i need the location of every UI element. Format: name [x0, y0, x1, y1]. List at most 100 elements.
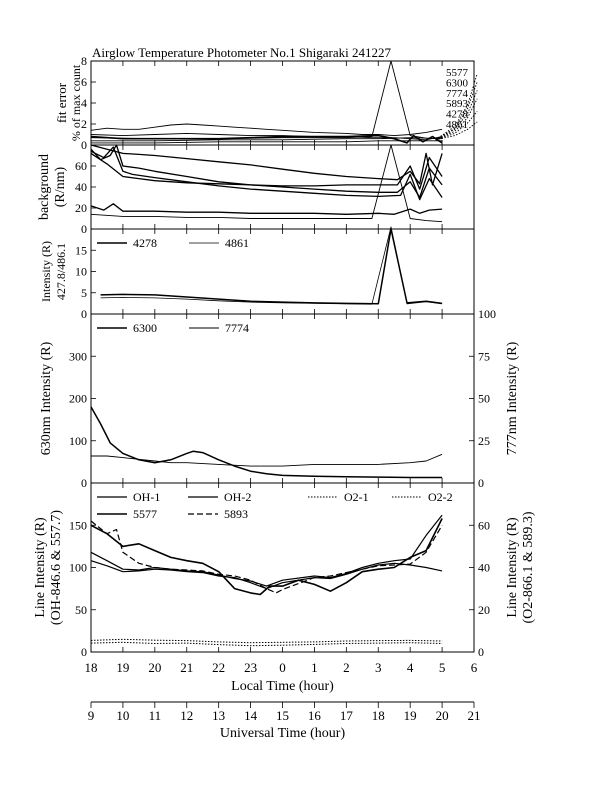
fit-error-y-label: 0: [81, 138, 87, 152]
local-time-tick-label: 21: [180, 660, 193, 675]
blue-intensity-series-line: [100, 226, 443, 305]
line-intensity-left-y-label: 0: [81, 645, 87, 659]
line-intensity-series-line: [90, 560, 443, 590]
local-time-tick-label: 20: [148, 660, 161, 675]
line-intensity-legend-label: O2-1: [344, 490, 369, 504]
local-time-tick-label: 5: [439, 660, 446, 675]
red-intensity-series-line: [90, 406, 443, 479]
fit-error-series-line: [435, 111, 478, 141]
line-intensity-right-y-label: 0: [478, 645, 484, 659]
local-time-tick-label: 23: [244, 660, 257, 675]
background-series-line: [90, 144, 443, 223]
local-time-tick-label: 2: [343, 660, 350, 675]
red-630-y-label: 0: [81, 476, 87, 490]
background-y-label: 60: [75, 159, 87, 173]
panel-frame-fit: [90, 60, 475, 146]
universal-time-axis-label: Universal Time (hour): [220, 726, 346, 741]
local-time-tick-label: 19: [116, 660, 129, 675]
line-intensity-left-y-label: 50: [75, 603, 87, 617]
fit-error-series-line: [435, 98, 478, 141]
data-series: [90, 60, 478, 647]
background-y-label-2: (R/nm): [53, 166, 68, 207]
fit-error-series-line: [90, 60, 443, 140]
fit-error-series-line: [435, 90, 478, 141]
red-777-y-label: 0: [478, 476, 484, 490]
universal-time-tick-label: 11: [149, 708, 162, 723]
red-630-y-label: 100: [69, 434, 87, 448]
line-intensity-right-y-label-2: (O2-866.1 & 589.3): [521, 511, 536, 623]
universal-time-tick-label: 17: [340, 708, 354, 723]
blue-intensity-legend-label: 4861: [225, 236, 249, 250]
universal-time-tick-label: 13: [212, 708, 225, 723]
blue-intensity-y-label: 5: [81, 286, 87, 300]
universal-time-tick-label: 16: [308, 708, 322, 723]
universal-time-tick-label: 21: [468, 708, 481, 723]
panel-frame-red: [90, 313, 475, 484]
local-time-tick-label: 18: [85, 660, 98, 675]
background-series-line: [90, 203, 443, 215]
red-777-y-label: 25: [478, 434, 490, 448]
background-series-line: [90, 144, 443, 186]
red-777-y-label: 75: [478, 349, 490, 363]
line-intensity-right-y-label: 40: [478, 561, 490, 575]
universal-time-tick-label: 18: [372, 708, 385, 723]
fit-error-legend-label: 4861: [446, 119, 468, 131]
local-time-tick-label: 3: [375, 660, 382, 675]
fit-error-y-label: fit error: [54, 82, 69, 123]
fit-error-y-label: 8: [81, 54, 87, 68]
line-intensity-legend-label: 5577: [133, 507, 157, 521]
fit-error-y-label: 2: [81, 117, 87, 131]
line-intensity-legend-label: 5893: [224, 507, 248, 521]
red-intensity-legend-label: 6300: [133, 321, 157, 335]
local-time-tick-label: 1: [311, 660, 318, 675]
universal-time-tick-label: 15: [276, 708, 289, 723]
line-intensity-left-y-label: Line Intensity (R): [33, 517, 48, 618]
line-intensity-left-y-label-2: (OH-846.6 & 557.7): [49, 510, 64, 625]
fit-error-legend-label: 7774: [446, 88, 469, 100]
fit-error-legend-label: 5577: [446, 67, 469, 79]
red-intensity-series-line: [91, 453, 443, 467]
background-y-label: 0: [81, 222, 87, 236]
plot-frames: [90, 60, 475, 708]
line-intensity-series-line: [90, 520, 443, 594]
red-777-y-label: 100: [478, 307, 496, 321]
fit-error-series-line: [90, 123, 443, 137]
line-intensity-left-y-label: 150: [69, 518, 87, 532]
red-777-y-label: 50: [478, 392, 490, 406]
fit-error-series-line: [90, 134, 443, 144]
background-y-label: background: [37, 154, 52, 220]
line-intensity-legend-label: OH-2: [224, 490, 251, 504]
blue-intensity-legend-label: 4278: [133, 236, 157, 250]
line-intensity-series-line: [90, 518, 443, 596]
red-630-y-label: 630nm Intensity (R): [39, 341, 54, 455]
fit-error-series-line: [435, 81, 478, 141]
line-intensity-legend-label: O2-2: [428, 490, 453, 504]
fit-error-legend-label: 6300: [446, 77, 469, 89]
blue-intensity-y-label: Intensity (R): [39, 241, 53, 302]
background-y-label: 20: [75, 201, 87, 215]
local-time-tick-label: 6: [471, 660, 478, 675]
blue-intensity-y-label: 0: [81, 307, 87, 321]
red-intensity-legend-label: 7774: [225, 321, 249, 335]
local-time-tick-label: 0: [279, 660, 286, 675]
fit-error-legend-label: 4278: [446, 109, 469, 121]
fit-error-y-label-2: % of max count: [69, 64, 83, 141]
blue-intensity-y-label-2: 427.8/486.1: [54, 243, 68, 300]
universal-time-tick-label: 14: [244, 708, 258, 723]
blue-intensity-y-label: 15: [75, 243, 87, 257]
line-intensity-series-line: [90, 641, 443, 647]
fit-error-y-label: 4: [81, 96, 87, 110]
blue-intensity-y-label: 10: [75, 265, 87, 279]
background-y-label: 40: [75, 180, 87, 194]
line-intensity-right-y-label: Line Intensity (R): [505, 517, 520, 618]
line-intensity-series-line: [90, 514, 443, 587]
fit-error-legend-label: 5893: [446, 98, 469, 110]
local-time-tick-label: 4: [407, 660, 414, 675]
universal-time-tick-label: 9: [88, 708, 95, 723]
line-intensity-series-line: [90, 638, 443, 644]
line-intensity-legend-label: OH-1: [133, 490, 160, 504]
fit-error-series-line: [435, 121, 478, 141]
background-series-line: [90, 146, 443, 201]
fit-error-series-line: [91, 137, 443, 142]
